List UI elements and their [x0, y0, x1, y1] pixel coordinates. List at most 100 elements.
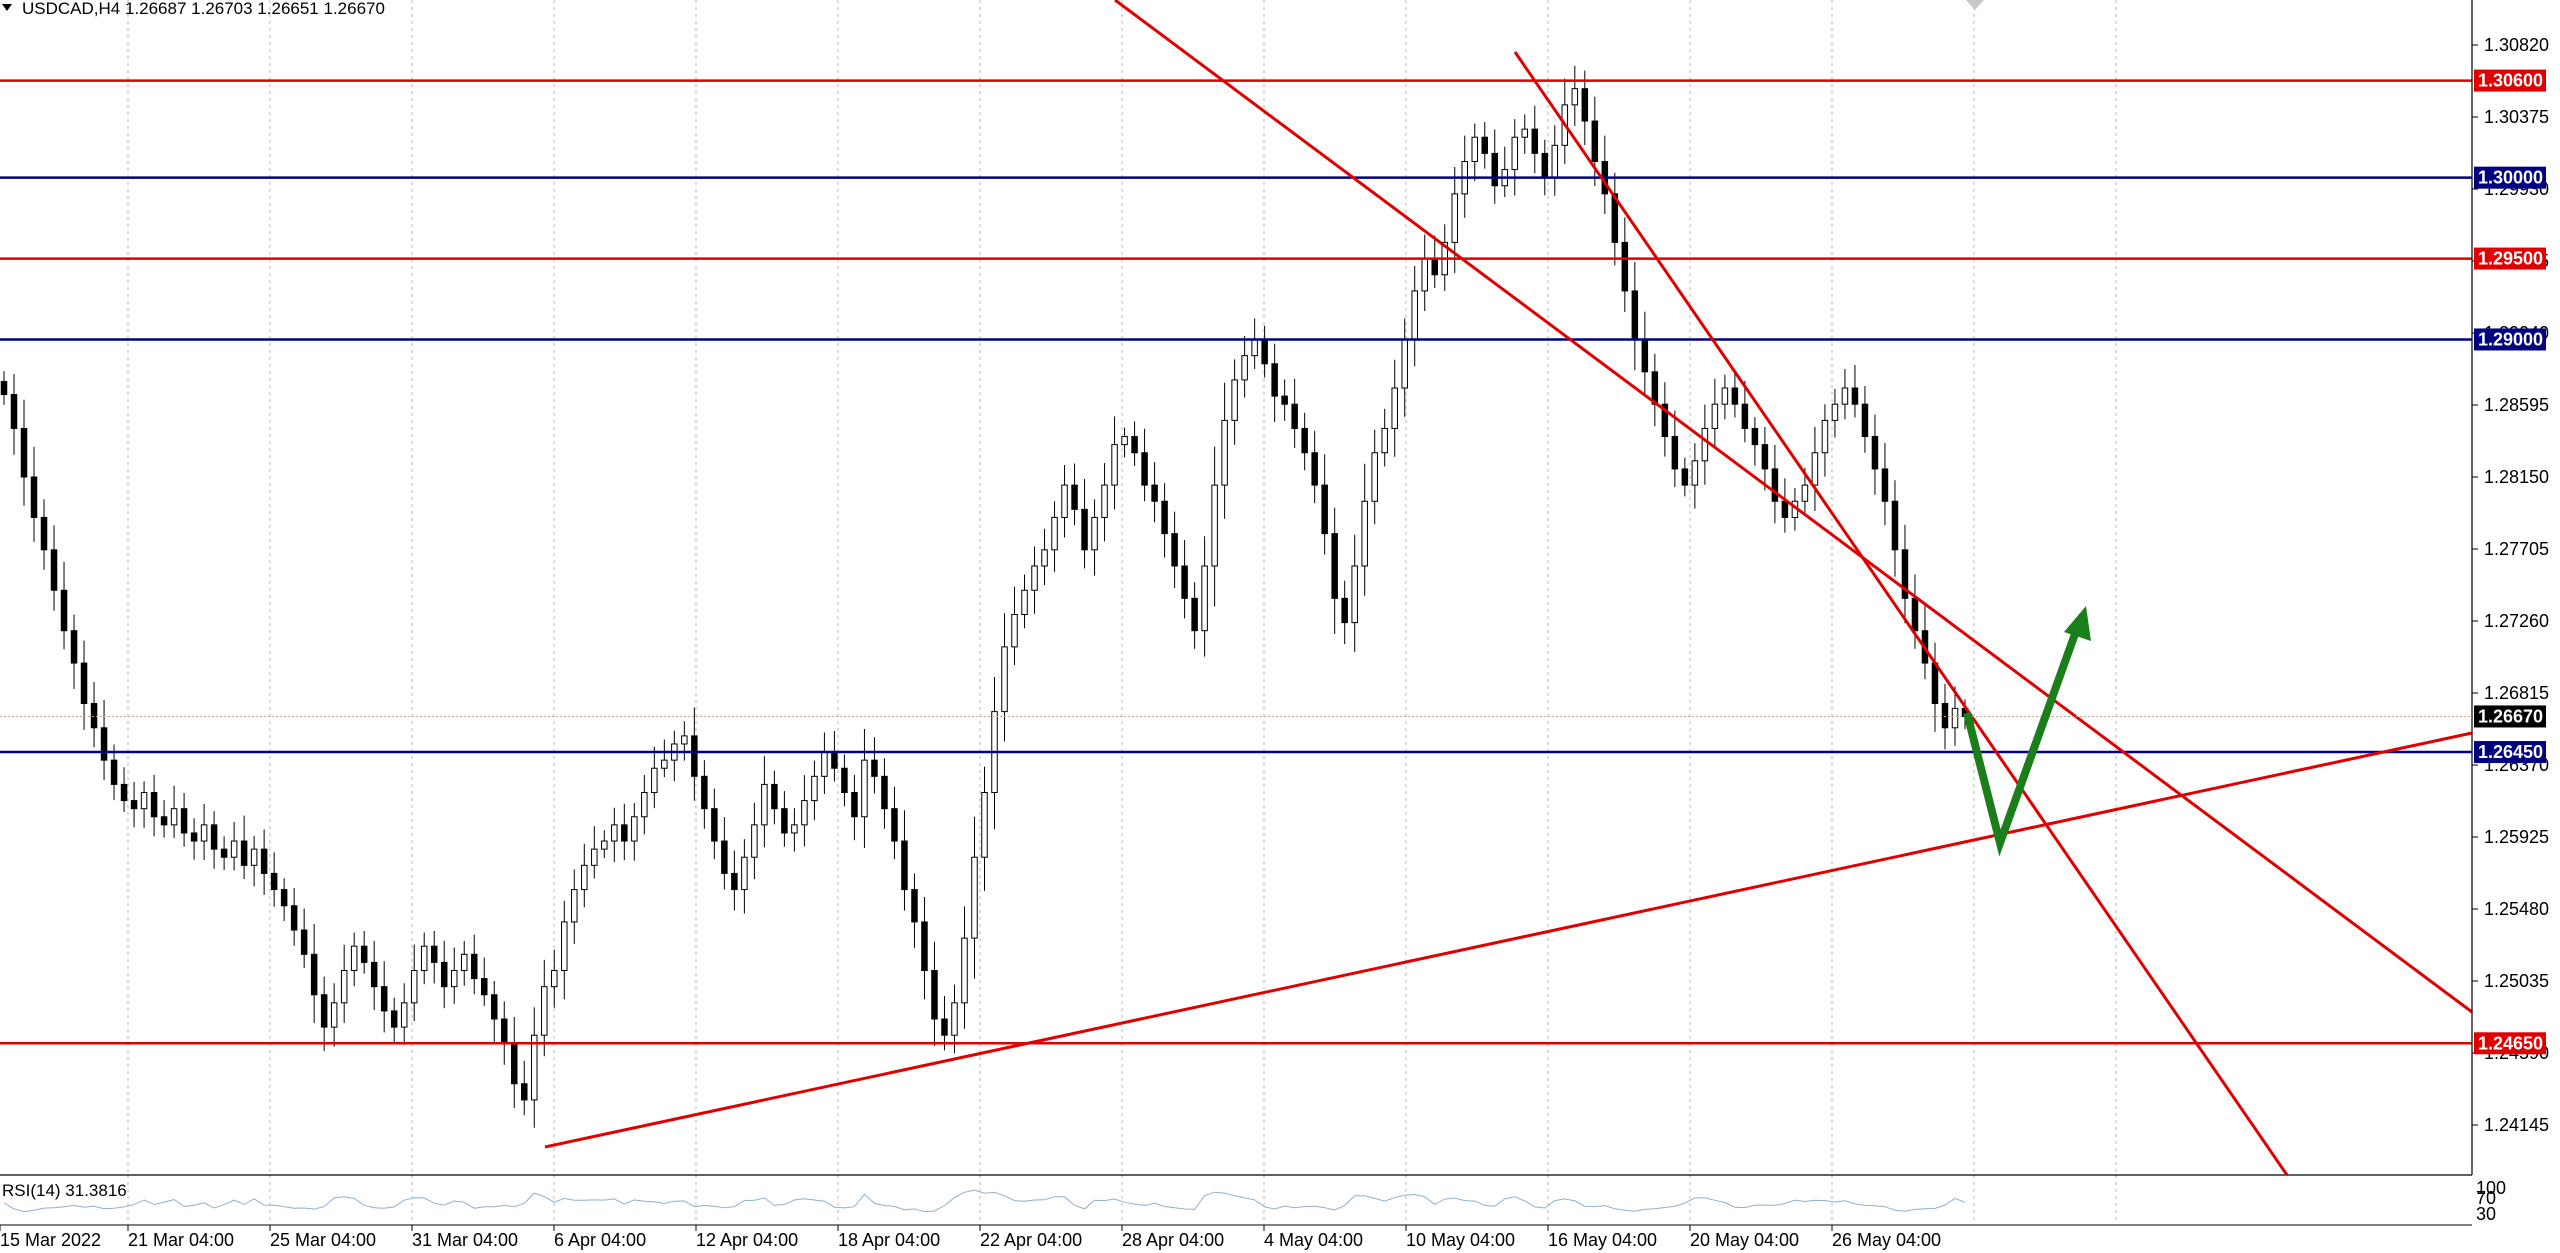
candle-body [1851, 387, 1859, 405]
candle-body [1101, 484, 1108, 518]
forecast-arrow[interactable] [1963, 606, 2091, 857]
candle-body [100, 727, 108, 761]
candle-body [1261, 338, 1268, 365]
candle-body [1931, 662, 1939, 705]
candle-body [460, 953, 468, 971]
candle-body [340, 969, 348, 1004]
candle-body [971, 856, 978, 939]
candle-body [320, 994, 328, 1028]
candle-body [1841, 387, 1849, 405]
rsi-scale-100: 100 [2476, 1178, 2506, 1198]
candle-body [521, 1083, 528, 1101]
candle-body [1021, 589, 1028, 616]
candle-body [290, 905, 298, 931]
candle-body [1251, 338, 1258, 357]
candle-body [140, 792, 148, 810]
forecast-arrow-path[interactable] [1963, 618, 2084, 857]
candle-body [380, 986, 388, 1012]
candle-body [1621, 241, 1629, 292]
candle-body [1171, 533, 1178, 567]
candle-body [791, 824, 798, 834]
candle-body [981, 792, 988, 858]
candle-body [741, 856, 748, 891]
y-tick-label: 1.28595 [2484, 395, 2549, 415]
candle-body [1751, 427, 1759, 446]
triangle-down-icon[interactable] [2, 4, 12, 11]
candle-body [1331, 533, 1338, 599]
candle-body [551, 969, 558, 988]
x-tick-label: 4 May 04:00 [1264, 1230, 1363, 1250]
candle-body [771, 783, 778, 810]
trendline-ascending-support[interactable] [544, 731, 2473, 1149]
candle-body [1241, 355, 1248, 381]
candle-body [1291, 403, 1298, 429]
x-tick-label: 20 May 04:00 [1690, 1230, 1799, 1250]
candle-body [30, 476, 38, 518]
candle-body [1801, 484, 1809, 502]
candle-body [881, 775, 888, 810]
level-label-box [2474, 741, 2546, 764]
candle-body [821, 751, 828, 777]
candle-body [210, 824, 218, 850]
candle-body [1511, 136, 1519, 171]
candle-body [1181, 565, 1188, 599]
candle-body [1221, 419, 1228, 486]
time-axis[interactable]: 15 Mar 2022 21 Mar 04:00 25 Mar 04:00 31 Ma… [0, 1224, 2472, 1250]
x-tick-label: 26 May 04:00 [1832, 1230, 1941, 1250]
candle-body [1731, 387, 1739, 405]
candle-body [170, 808, 178, 826]
candle-body [270, 872, 278, 891]
candle-body [1161, 500, 1168, 535]
x-tick-label: 21 Mar 04:00 [128, 1230, 234, 1250]
candle-body [1811, 452, 1819, 486]
candle-body [1431, 258, 1438, 276]
forecast-arrow-head [2064, 606, 2091, 641]
candle-body [1371, 452, 1378, 502]
candle-body [661, 759, 668, 769]
x-tick-label: 15 Mar 2022 [0, 1230, 101, 1250]
price-axis[interactable]: 1.308201.303751.299301.294851.290401.285… [2472, 35, 2549, 1135]
candle-body [470, 953, 478, 980]
candle-body [110, 759, 118, 785]
rsi-line [3, 1189, 1966, 1213]
trendline-channel-lower[interactable] [1513, 51, 2289, 1176]
candle-body [50, 549, 58, 591]
candle-body [911, 889, 918, 923]
x-tick-label: 31 Mar 04:00 [412, 1230, 518, 1250]
candle-body [531, 1034, 538, 1101]
candle-body [1911, 597, 1919, 632]
candle-body [330, 1002, 338, 1028]
candle-body [190, 832, 198, 842]
trendlines[interactable] [544, 0, 2473, 1176]
rsi-label: RSI(14) 31.3816 [2, 1181, 127, 1200]
candle-body [430, 945, 438, 963]
candle-body [1881, 468, 1889, 502]
candle-body [1131, 436, 1138, 454]
y-tick-label: 1.25480 [2484, 899, 2549, 919]
level-label: 1.29000 [2478, 329, 2543, 349]
candle-body [1151, 484, 1158, 502]
candle-body [200, 824, 208, 842]
trendline-channel-upper[interactable] [1114, 0, 2473, 1014]
rsi-panel[interactable]: RSI(14) 31.3816 100 70 30 [0, 1174, 2506, 1224]
candle-body [1281, 395, 1288, 405]
candle-body [1781, 500, 1789, 518]
candle-body [20, 427, 28, 478]
candle-body [160, 816, 168, 826]
candle-body [871, 759, 878, 777]
candle-body [1311, 452, 1318, 486]
candle-body [120, 783, 128, 802]
candle-body [1051, 516, 1058, 551]
candle-body [1891, 500, 1899, 551]
candle-body [1711, 403, 1719, 429]
y-tick-label: 1.27705 [2484, 539, 2549, 559]
level-labels: 1.26670 1.30600 1.30000 1.29500 1.29000 1.264… [2474, 69, 2546, 1055]
candle-body [90, 703, 98, 729]
candle-body [1691, 460, 1699, 486]
horizontal-levels[interactable] [0, 79, 2472, 1045]
candle-body [1041, 549, 1048, 567]
candle-body [150, 792, 158, 818]
candle-body [851, 792, 858, 818]
candle-body [1611, 193, 1619, 243]
